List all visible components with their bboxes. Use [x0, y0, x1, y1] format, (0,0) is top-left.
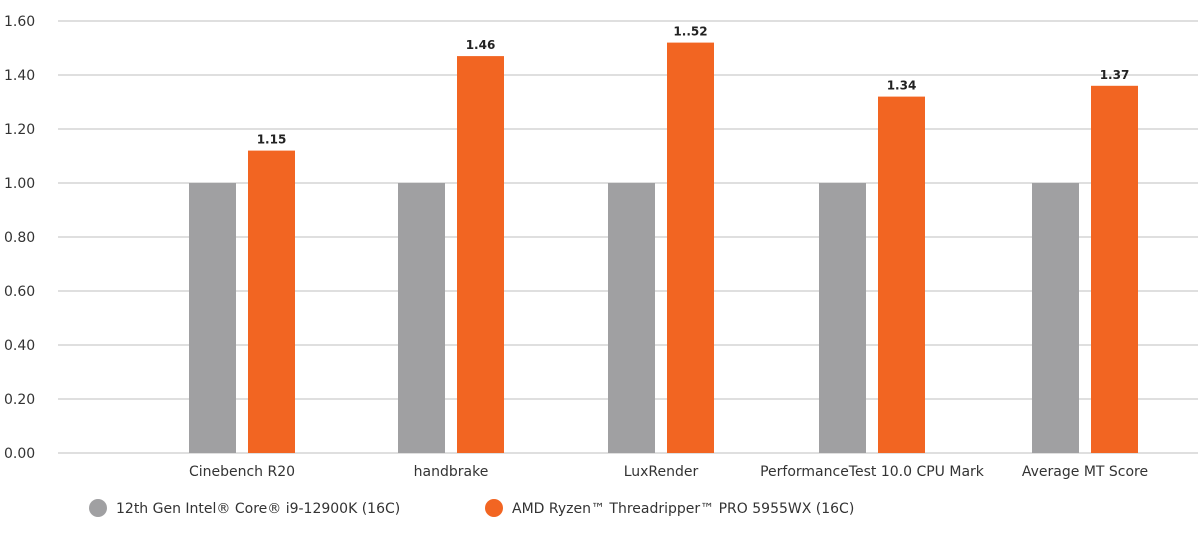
bar-series-1-3	[878, 97, 925, 453]
y-tick-label: 0.20	[4, 392, 35, 408]
x-category-label: handbrake	[414, 464, 489, 480]
x-category-label: Cinebench R20	[189, 464, 295, 480]
data-label: 1.15	[257, 133, 287, 147]
legend-label: 12th Gen Intel® Core® i9-12900K (16C)	[116, 501, 400, 517]
y-tick-label: 0.80	[4, 230, 35, 246]
data-label: 1.37	[1100, 68, 1130, 82]
y-tick-label: 1.40	[4, 68, 35, 84]
legend: 12th Gen Intel® Core® i9-12900K (16C) AMD…	[89, 499, 854, 517]
x-category-label: LuxRender	[624, 464, 699, 480]
legend-label: AMD Ryzen™ Threadripper™ PRO 5955WX (16C…	[512, 501, 854, 517]
bar-series-1-2	[667, 43, 714, 453]
bar-series-0-2	[608, 183, 655, 453]
y-tick-label: 1.60	[4, 14, 35, 30]
bars	[189, 43, 1138, 453]
bar-series-1-0	[248, 151, 295, 453]
data-label: 1..52	[673, 25, 707, 39]
data-label: 1.34	[887, 79, 917, 93]
y-tick-label: 1.20	[4, 122, 35, 138]
x-category-label: PerformanceTest 10.0 CPU Mark	[760, 464, 985, 480]
bar-series-0-0	[189, 183, 236, 453]
bar-series-1-1	[457, 56, 504, 453]
bar-series-1-4	[1091, 86, 1138, 453]
bar-series-0-4	[1032, 183, 1079, 453]
legend-item-1: AMD Ryzen™ Threadripper™ PRO 5955WX (16C…	[485, 499, 854, 517]
y-tick-label: 0.40	[4, 338, 35, 354]
legend-swatch	[89, 499, 107, 517]
bar-series-0-1	[398, 183, 445, 453]
y-tick-label: 0.00	[4, 446, 35, 462]
bar-series-0-3	[819, 183, 866, 453]
legend-swatch	[485, 499, 503, 517]
x-category-label: Average MT Score	[1022, 464, 1148, 480]
y-tick-label: 1.00	[4, 176, 35, 192]
y-tick-label: 0.60	[4, 284, 35, 300]
legend-item-0: 12th Gen Intel® Core® i9-12900K (16C)	[89, 499, 400, 517]
y-axis-tick-labels: 0.00 0.20 0.40 0.60 0.80 1.00 1.20 1.40 1.60	[4, 14, 35, 462]
data-label: 1.46	[466, 38, 496, 52]
x-axis-category-labels: Cinebench R20 handbrake LuxRender Performan…	[189, 464, 1148, 480]
